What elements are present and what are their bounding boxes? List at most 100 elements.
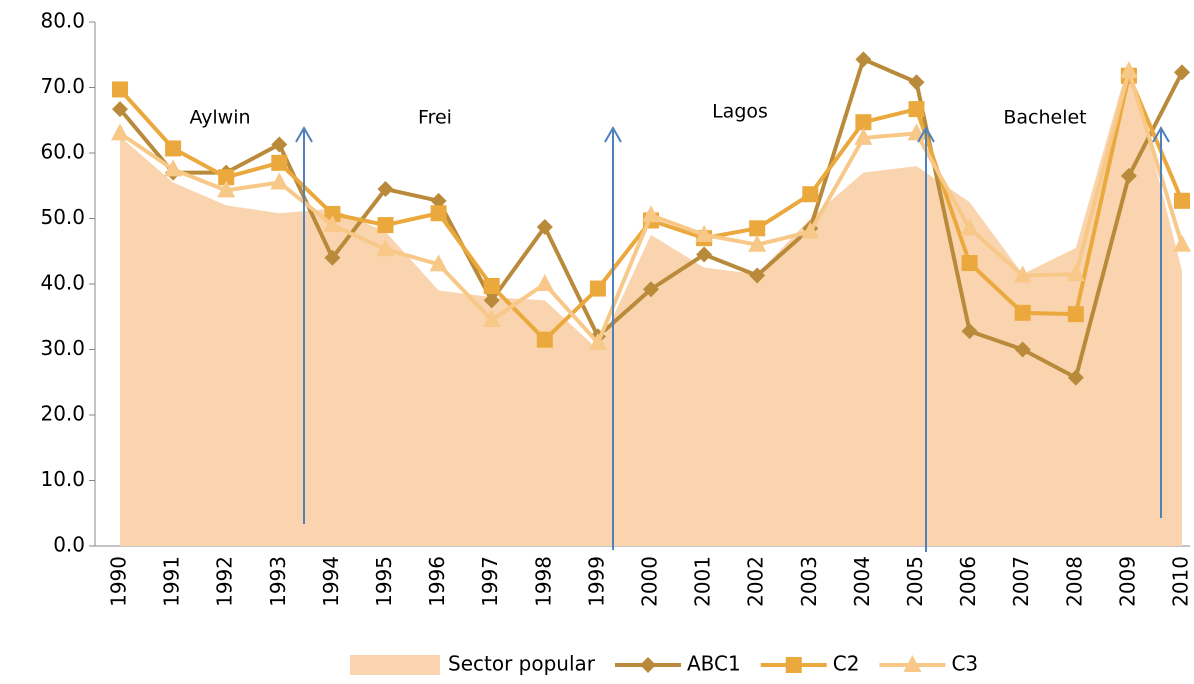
marker — [1013, 265, 1032, 283]
x-tick-label: 2008 — [1062, 556, 1086, 607]
y-tick-label: 10.0 — [40, 467, 85, 491]
y-tick-label: 60.0 — [40, 140, 85, 164]
x-tick-label: 1995 — [372, 556, 396, 607]
x-tick-label: 1990 — [107, 556, 131, 607]
x-tick-label: 2009 — [1115, 556, 1139, 607]
marker — [1014, 304, 1031, 321]
y-tick-label: 80.0 — [40, 9, 85, 33]
marker — [483, 277, 500, 294]
x-tick-label: 2003 — [797, 556, 821, 607]
marker — [1066, 264, 1085, 282]
marker — [642, 205, 660, 223]
x-tick-label: 1996 — [425, 556, 449, 607]
x-tick-label: 1999 — [584, 556, 608, 607]
marker — [165, 140, 182, 157]
x-tick-label: 2007 — [1009, 556, 1033, 607]
marker — [589, 280, 606, 297]
annotation: Aylwin — [189, 107, 250, 129]
x-tick-label: 1991 — [160, 556, 184, 607]
marker — [270, 172, 289, 190]
legend-label: C2 — [833, 652, 860, 676]
marker — [588, 332, 607, 350]
marker — [324, 205, 341, 222]
y-tick-label: 30.0 — [40, 336, 85, 360]
marker — [802, 186, 819, 203]
x-tick-label: 2010 — [1169, 556, 1193, 607]
marker — [1174, 64, 1190, 81]
marker — [218, 169, 235, 186]
marker — [854, 127, 873, 145]
marker — [112, 81, 128, 98]
x-tick-label: 2006 — [956, 556, 980, 607]
arrow — [1152, 125, 1170, 518]
marker — [536, 219, 553, 236]
marker — [1067, 306, 1084, 323]
x-tick-label: 2004 — [850, 556, 874, 607]
x-tick-label: 1992 — [213, 556, 237, 607]
marker — [855, 51, 872, 68]
annotation: Frei — [418, 107, 452, 129]
marker — [430, 192, 447, 209]
marker — [855, 114, 872, 131]
marker — [536, 331, 553, 348]
marker — [324, 249, 341, 266]
marker — [643, 281, 659, 298]
marker — [908, 101, 925, 118]
y-tick-label: 50.0 — [40, 205, 85, 229]
annotation: Lagos — [712, 101, 768, 123]
legend-marker — [640, 657, 656, 673]
marker — [271, 154, 288, 171]
y-tick-label: 20.0 — [40, 402, 85, 426]
marker — [482, 310, 501, 328]
y-tick-label: 70.0 — [40, 74, 85, 98]
x-tick-label: 2005 — [903, 556, 927, 607]
arrow — [917, 125, 935, 552]
marker — [429, 254, 448, 272]
marker — [749, 220, 766, 237]
arrows — [295, 125, 1170, 552]
marker — [112, 101, 128, 118]
x-tick-label: 2000 — [638, 556, 662, 607]
x-tick-label: 1998 — [531, 556, 555, 607]
marker — [1173, 234, 1191, 252]
legend-swatch — [350, 655, 440, 675]
marker — [801, 221, 820, 239]
marker — [1067, 369, 1084, 386]
x-tick-label: 1993 — [266, 556, 290, 607]
marker — [961, 255, 978, 272]
legend-marker — [903, 655, 922, 672]
marker — [376, 239, 395, 257]
x-tick-label: 1997 — [478, 556, 502, 607]
plot — [89, 21, 1191, 547]
area — [120, 61, 1182, 547]
marker — [961, 323, 978, 340]
marker — [696, 246, 713, 263]
marker — [748, 234, 767, 252]
marker — [483, 292, 500, 309]
marker — [695, 224, 714, 242]
y-tick-label: 0.0 — [53, 533, 85, 557]
marker — [164, 159, 183, 177]
marker — [1014, 341, 1031, 358]
marker — [271, 136, 288, 153]
marker — [1119, 61, 1138, 79]
marker — [1174, 192, 1190, 209]
marker — [535, 274, 554, 291]
marker — [111, 123, 129, 141]
annotation: Bachelet — [1003, 107, 1086, 129]
y-tick-label: 40.0 — [40, 271, 85, 295]
marker — [377, 181, 394, 198]
legend-marker — [785, 657, 802, 673]
legend-label: ABC1 — [687, 652, 741, 676]
marker — [377, 217, 394, 234]
legend-label: Sector popular — [448, 652, 596, 676]
x-tick-label: 1994 — [319, 556, 343, 607]
legend-label: C3 — [951, 652, 978, 676]
marker — [908, 74, 925, 91]
marker — [430, 205, 447, 222]
marker — [960, 218, 979, 236]
x-tick-label: 2002 — [744, 556, 768, 607]
marker — [1120, 167, 1137, 184]
arrow — [604, 125, 622, 550]
